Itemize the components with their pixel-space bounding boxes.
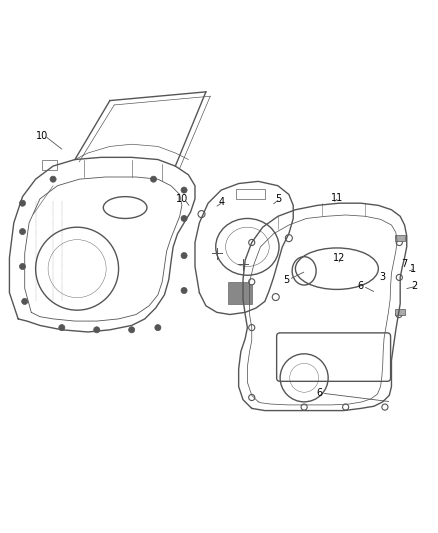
Circle shape <box>301 404 307 410</box>
Bar <box>237 189 265 199</box>
Text: 5: 5 <box>275 194 281 204</box>
Circle shape <box>343 404 349 410</box>
Text: 10: 10 <box>36 131 48 141</box>
Circle shape <box>249 239 255 246</box>
Text: 6: 6 <box>358 281 364 291</box>
Circle shape <box>94 327 100 333</box>
Circle shape <box>129 327 135 333</box>
Circle shape <box>181 215 187 222</box>
Text: 12: 12 <box>333 253 345 263</box>
Circle shape <box>19 200 25 206</box>
Circle shape <box>249 279 255 285</box>
Circle shape <box>50 176 56 182</box>
Text: 2: 2 <box>411 281 418 291</box>
Circle shape <box>181 287 187 294</box>
Bar <box>395 309 405 316</box>
Text: 7: 7 <box>402 260 408 269</box>
Circle shape <box>150 176 156 182</box>
Circle shape <box>249 325 255 330</box>
Text: 5: 5 <box>283 274 290 285</box>
Circle shape <box>19 229 25 235</box>
Circle shape <box>286 235 292 241</box>
Text: 10: 10 <box>176 194 188 204</box>
Text: 4: 4 <box>218 197 224 207</box>
Text: 3: 3 <box>380 272 386 282</box>
Circle shape <box>181 253 187 259</box>
Circle shape <box>396 239 403 246</box>
Circle shape <box>396 311 402 318</box>
Circle shape <box>21 298 28 304</box>
Circle shape <box>181 187 187 193</box>
Circle shape <box>249 394 255 400</box>
Bar <box>42 159 57 171</box>
Text: 11: 11 <box>331 192 343 203</box>
Bar <box>228 282 252 304</box>
Text: 1: 1 <box>410 264 417 273</box>
Text: 6: 6 <box>316 388 322 398</box>
Circle shape <box>19 263 25 270</box>
Circle shape <box>382 404 388 410</box>
Circle shape <box>198 211 205 217</box>
Circle shape <box>272 294 279 301</box>
Bar <box>395 235 405 241</box>
Circle shape <box>155 325 161 330</box>
Circle shape <box>396 274 403 280</box>
Circle shape <box>59 325 65 330</box>
